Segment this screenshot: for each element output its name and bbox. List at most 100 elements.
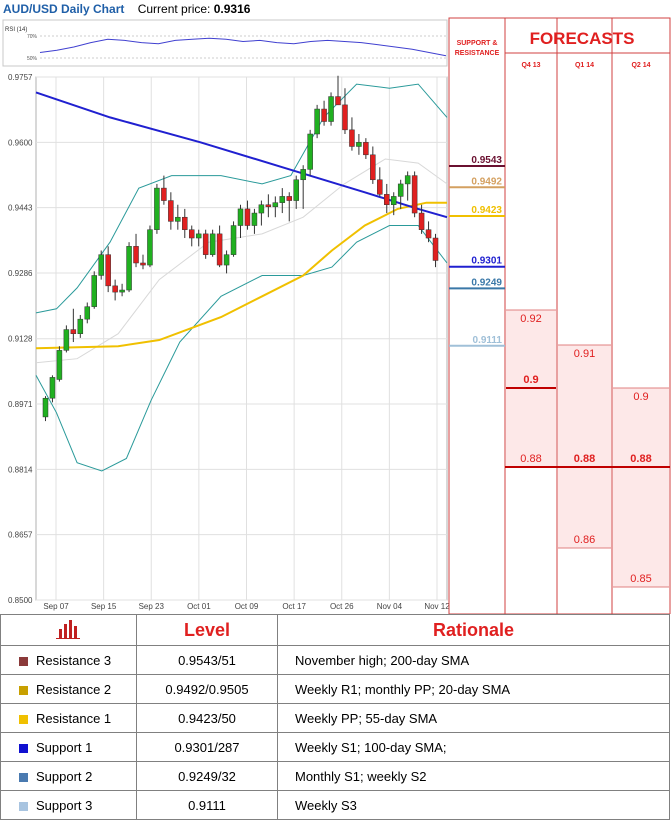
chart-canvas: RSI (14)70% 50% 0.9757 0.9600 0.9443 0.9286 0.… <box>2 17 671 614</box>
level-name-cell: Support 3 <box>0 790 137 820</box>
sr-level-label: 0.9249 <box>471 277 502 288</box>
level-name: Resistance 3 <box>36 652 112 668</box>
level-swatch <box>19 685 28 695</box>
candle-body <box>195 233 202 239</box>
candle-body <box>188 229 195 239</box>
forecast-mid-label: 0.88 <box>574 453 595 465</box>
y-tick-label: 0.9600 <box>8 138 33 147</box>
candle-body <box>216 233 223 266</box>
level-rationale: Weekly R1; monthly PP; 20-day SMA <box>277 674 670 704</box>
forecast-column-label: Q1 14 <box>575 62 594 69</box>
y-tick-label: 0.8500 <box>8 596 33 605</box>
candle-body <box>161 187 167 201</box>
level-name: Resistance 1 <box>36 710 112 726</box>
candle-body <box>321 108 327 122</box>
candle-body <box>272 202 279 208</box>
candle-body <box>384 194 390 205</box>
table-row: Resistance 2 0.9492/0.9505 Weekly R1; mont… <box>0 674 670 704</box>
candle-body <box>91 275 97 307</box>
level-name-cell: Resistance 2 <box>0 674 137 704</box>
candle-body <box>230 225 237 255</box>
level-name-cell: Resistance 1 <box>0 703 137 733</box>
candle-body <box>363 142 369 156</box>
level-swatch <box>19 772 28 782</box>
forecast-range-box <box>613 388 669 587</box>
forecast-low-label: 0.86 <box>574 534 595 546</box>
candle-body <box>105 254 111 287</box>
candle-body <box>119 289 125 293</box>
candle-body <box>349 129 355 147</box>
candle-body <box>182 216 188 230</box>
table-row: Resistance 1 0.9423/50 Weekly PP; 55-day S… <box>0 703 670 733</box>
candle-body <box>154 187 160 230</box>
y-tick-label: 0.9128 <box>8 335 33 344</box>
candle-body <box>300 169 306 181</box>
x-tick-label: Sep 23 <box>139 602 165 611</box>
candle-body <box>397 183 404 197</box>
candle-body <box>63 329 70 351</box>
candle-body <box>49 377 56 399</box>
level-column-header: Level <box>136 614 278 646</box>
x-tick-label: Oct 09 <box>235 602 259 611</box>
candle-body <box>140 262 146 266</box>
levels-icon-cell <box>0 614 137 646</box>
candle-body <box>328 96 334 122</box>
level-value: 0.9492/0.9505 <box>136 674 278 704</box>
rsi-tick-50: 50% <box>27 56 38 62</box>
levels-table: Level Rationale Resistance 3 0.9543/51 Nov… <box>0 614 670 820</box>
rsi-label: RSI (14) <box>5 27 27 33</box>
rsi-line <box>39 37 447 57</box>
rsi-tick-70: 70% <box>27 34 38 40</box>
x-tick-label: Nov 12 <box>424 602 450 611</box>
level-rationale: November high; 200-day SMA <box>277 645 670 675</box>
candle-body <box>251 212 258 226</box>
sr-level-label: 0.9492 <box>471 176 502 187</box>
rationale-column-header: Rationale <box>277 614 670 646</box>
sr-level-label: 0.9543 <box>471 155 502 166</box>
level-rationale: Weekly S3 <box>277 790 670 820</box>
candle-body <box>112 285 118 293</box>
sma-55-line <box>35 201 447 350</box>
sr-header-line1: SUPPORT & <box>457 40 498 47</box>
table-row: Support 1 0.9301/287 Weekly S1; 100-day SM… <box>0 732 670 762</box>
forecast-range-box <box>558 345 611 548</box>
levels-table-body: Resistance 3 0.9543/51 November high; 200-… <box>0 645 670 820</box>
level-rationale: Weekly S1; 100-day SMA; <box>277 732 670 762</box>
candle-body <box>84 306 91 320</box>
level-rationale: Weekly PP; 55-day SMA <box>277 703 670 733</box>
current-price-label: Current price: 0.9316 <box>137 2 251 16</box>
level-name: Resistance 2 <box>36 681 112 697</box>
x-tick-label: Sep 15 <box>91 602 117 611</box>
chart-title: AUD/USD Daily Chart <box>3 2 125 16</box>
forecasts-title: FORECASTS <box>530 29 635 48</box>
sr-level-label: 0.9423 <box>471 205 502 216</box>
y-tick-label: 0.9443 <box>8 204 33 213</box>
level-rationale: Monthly S1; weekly S2 <box>277 761 670 791</box>
bollinger-upper-line <box>35 83 448 314</box>
rsi-panel-frame <box>2 19 448 67</box>
candle-body <box>411 175 418 214</box>
table-row: Support 2 0.9249/32 Monthly S1; weekly S2 <box>0 761 670 791</box>
candle-body <box>56 350 63 380</box>
x-tick-label: Sep 07 <box>43 602 69 611</box>
forecast-high-label: 0.91 <box>574 348 595 360</box>
x-tick-label: Oct 17 <box>282 602 306 611</box>
candle-body <box>390 196 397 205</box>
bollinger-lower-line <box>35 225 448 472</box>
sma-200-line <box>35 91 448 219</box>
sr-header-line2: RESISTANCE <box>455 50 500 57</box>
level-swatch <box>19 743 28 753</box>
candle-body <box>175 216 181 222</box>
level-value: 0.9301/287 <box>136 732 278 762</box>
levels-table-header: Level Rationale <box>0 614 670 646</box>
candle-body <box>258 204 265 214</box>
candle-body <box>342 104 348 131</box>
table-row: Support 3 0.9111 Weekly S3 <box>0 790 670 820</box>
level-value: 0.9543/51 <box>136 645 278 675</box>
candle-body <box>404 175 411 185</box>
x-tick-label: Oct 26 <box>330 602 354 611</box>
forecast-high-label: 0.9 <box>633 391 648 403</box>
current-price-value: 0.9316 <box>213 2 251 16</box>
candle-body <box>425 229 432 239</box>
level-name: Support 3 <box>36 797 93 813</box>
